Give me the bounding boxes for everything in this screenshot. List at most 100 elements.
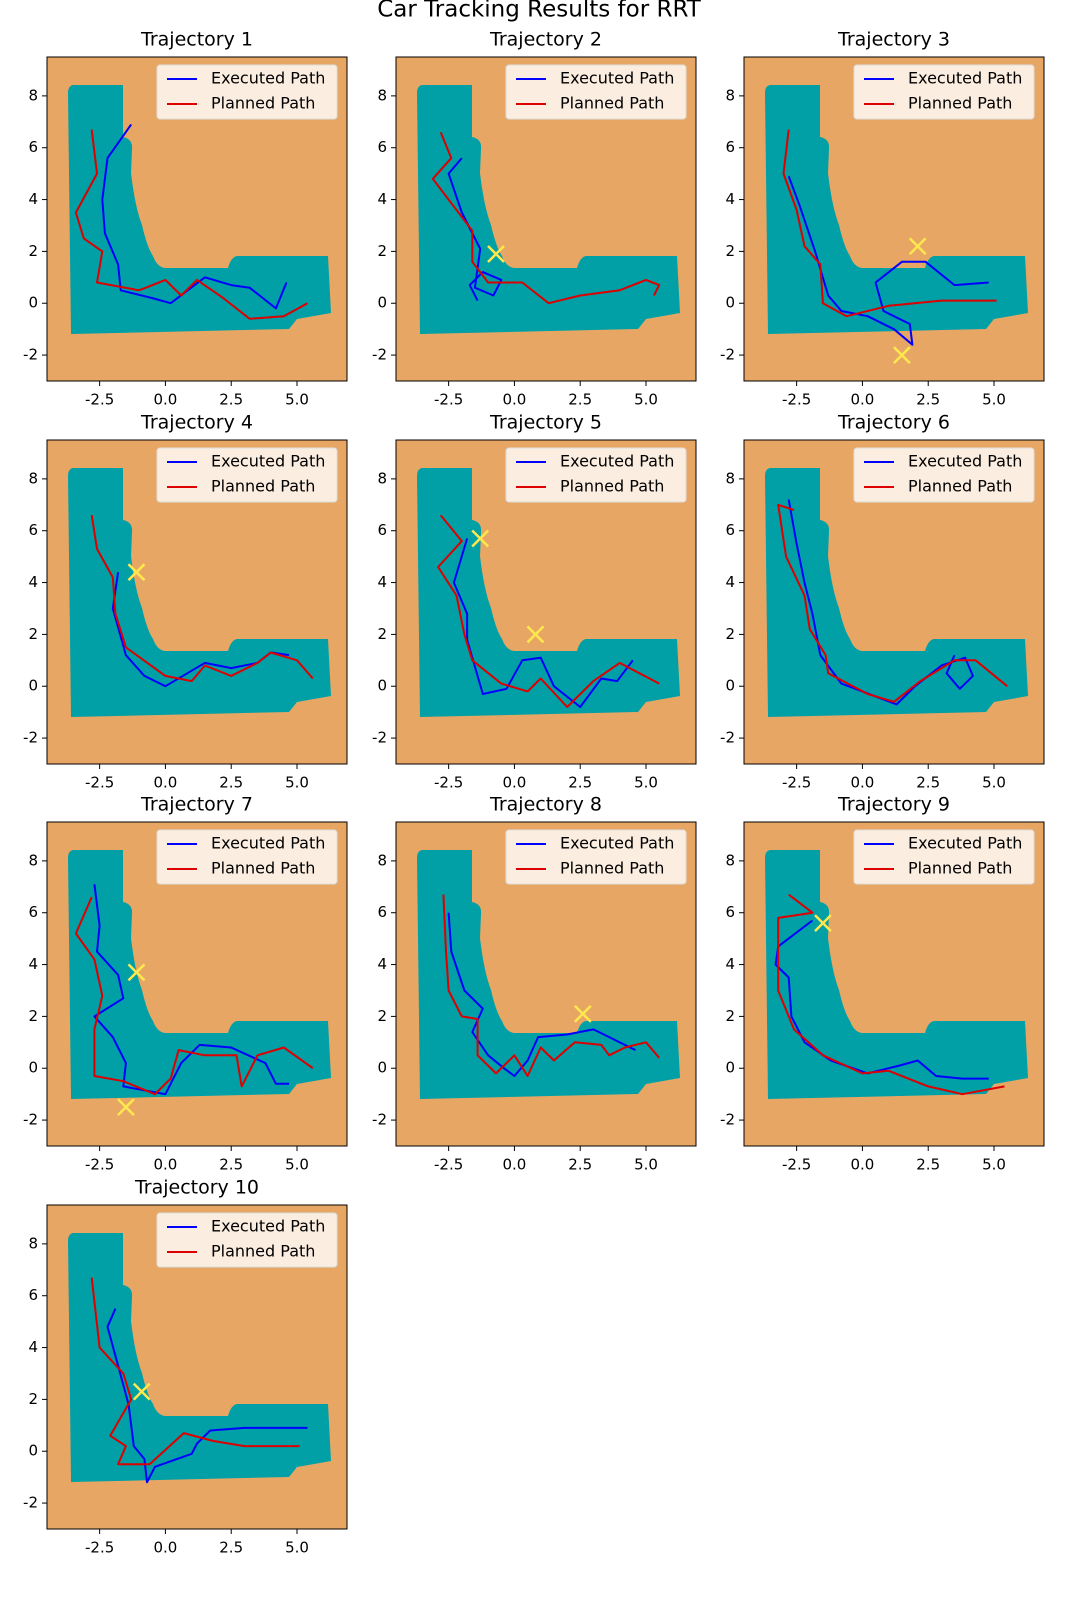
y-tick-label: 0 — [725, 1059, 735, 1077]
collision-marker — [573, 1004, 592, 1023]
y-tick-label: 0 — [28, 677, 38, 695]
y-tick-label: 0 — [28, 1059, 38, 1077]
legend: Executed Path Planned Path — [505, 64, 687, 120]
subplot: Trajectory 3 -2.5 0.0 2.5 5.0 -2 0 2 4 6 8 Executed… — [720, 29, 1045, 409]
legend-label: Planned Path — [560, 477, 664, 496]
x-tick-label: 0.0 — [850, 1156, 874, 1174]
legend: Executed Path Planned Path — [156, 64, 338, 120]
y-tick-label: 2 — [28, 242, 38, 260]
collision-marker — [908, 237, 927, 256]
subplot-title: Trajectory 9 — [837, 794, 950, 816]
legend-label: Executed Path — [560, 69, 674, 88]
legend: Executed Path Planned Path — [505, 447, 687, 503]
legend-label: Planned Path — [908, 859, 1012, 878]
x-tick-label: 0.0 — [850, 391, 874, 409]
axes-frame — [743, 56, 1045, 382]
path-line — [93, 884, 290, 1096]
subplot: Trajectory 6 -2.5 0.0 2.5 5.0 -2 0 2 4 6 8 Executed… — [720, 412, 1045, 792]
collision-marker — [127, 563, 146, 582]
y-tick-label: 6 — [377, 521, 387, 539]
axes-frame — [46, 821, 348, 1147]
path-line — [431, 131, 661, 305]
y-tick-label: 0 — [28, 294, 38, 312]
y-tick-label: 2 — [725, 1007, 735, 1025]
subplot: Trajectory 8 -2.5 0.0 2.5 5.0 -2 0 2 4 6 8 Executed… — [372, 794, 697, 1174]
x-tick-label: 2.5 — [219, 391, 243, 409]
legend: Executed Path Planned Path — [505, 829, 687, 885]
x-tick-label: 2.5 — [916, 774, 940, 792]
x-tick-label: 5.0 — [634, 774, 658, 792]
y-tick-label: 2 — [28, 1007, 38, 1025]
axes-frame — [743, 439, 1045, 765]
y-tick-label: 2 — [725, 242, 735, 260]
path-line — [90, 515, 314, 683]
y-tick-label: 6 — [377, 138, 387, 156]
collision-marker — [893, 346, 911, 364]
y-tick-label: 0 — [377, 294, 387, 312]
y-tick-label: 0 — [377, 677, 387, 695]
legend-box — [853, 829, 1035, 885]
y-tick-label: 6 — [377, 903, 387, 921]
axes-frame — [46, 439, 348, 765]
path-line — [777, 893, 1005, 1096]
subplot-title: Trajectory 2 — [489, 29, 602, 51]
plot-area — [782, 129, 997, 364]
y-tick-label: 8 — [28, 86, 38, 104]
y-tick-label: -2 — [720, 729, 735, 747]
x-tick-label: 5.0 — [982, 391, 1006, 409]
y-tick-label: 8 — [725, 86, 735, 104]
y-tick-label: -2 — [372, 1111, 387, 1129]
y-tick-label: 4 — [725, 955, 735, 973]
legend-box — [853, 447, 1035, 503]
legend-label: Executed Path — [211, 452, 325, 471]
legend-box — [156, 64, 338, 120]
axes-frame — [46, 1204, 348, 1530]
y-tick-label: 2 — [28, 1390, 38, 1408]
x-tick-label: 2.5 — [916, 1156, 940, 1174]
y-tick-label: -2 — [23, 1494, 38, 1512]
legend-box — [853, 64, 1035, 120]
path-line — [106, 1308, 308, 1484]
legend-box — [505, 829, 687, 885]
axes-frame — [46, 56, 348, 382]
plot-area — [437, 514, 660, 708]
y-tick-label: -2 — [372, 346, 387, 364]
y-tick-label: 6 — [28, 903, 38, 921]
legend-box — [156, 447, 338, 503]
path-line — [447, 912, 636, 1077]
plot-area — [90, 1277, 308, 1484]
legend-label: Planned Path — [211, 94, 315, 113]
x-tick-label: 2.5 — [916, 391, 940, 409]
legend-label: Executed Path — [211, 1217, 325, 1236]
legend: Executed Path Planned Path — [853, 64, 1035, 120]
y-tick-label: 8 — [377, 851, 387, 869]
y-tick-label: -2 — [23, 729, 38, 747]
axes-frame — [395, 821, 697, 1147]
y-tick-label: 6 — [28, 1286, 38, 1304]
plot-area — [90, 515, 314, 688]
path-line — [774, 919, 989, 1080]
x-tick-label: -2.5 — [85, 391, 114, 409]
y-tick-label: 2 — [377, 1007, 387, 1025]
y-tick-label: 4 — [377, 955, 387, 973]
plot-area — [774, 893, 1005, 1096]
path-line — [777, 503, 1008, 703]
x-tick-label: 0.0 — [502, 774, 526, 792]
x-tick-label: 5.0 — [285, 1539, 309, 1557]
legend: Executed Path Planned Path — [156, 447, 338, 503]
x-tick-label: 2.5 — [219, 1539, 243, 1557]
subplot: Trajectory 5 -2.5 0.0 2.5 5.0 -2 0 2 4 6 8 Executed… — [372, 412, 697, 792]
subplot: Trajectory 4 -2.5 0.0 2.5 5.0 -2 0 2 4 6 8 Executed… — [23, 412, 348, 792]
subplot-title: Trajectory 8 — [489, 794, 602, 816]
y-tick-label: 2 — [28, 625, 38, 643]
legend-label: Planned Path — [211, 859, 315, 878]
x-tick-label: -2.5 — [85, 1539, 114, 1557]
legend-label: Executed Path — [908, 69, 1022, 88]
x-tick-label: 2.5 — [219, 774, 243, 792]
subplot: Trajectory 7 -2.5 0.0 2.5 5.0 -2 0 2 4 6 8 Executed… — [23, 794, 348, 1174]
x-tick-label: 0.0 — [850, 774, 874, 792]
y-tick-label: 8 — [28, 1234, 38, 1252]
x-tick-label: 0.0 — [153, 774, 177, 792]
legend: Executed Path Planned Path — [853, 447, 1035, 503]
